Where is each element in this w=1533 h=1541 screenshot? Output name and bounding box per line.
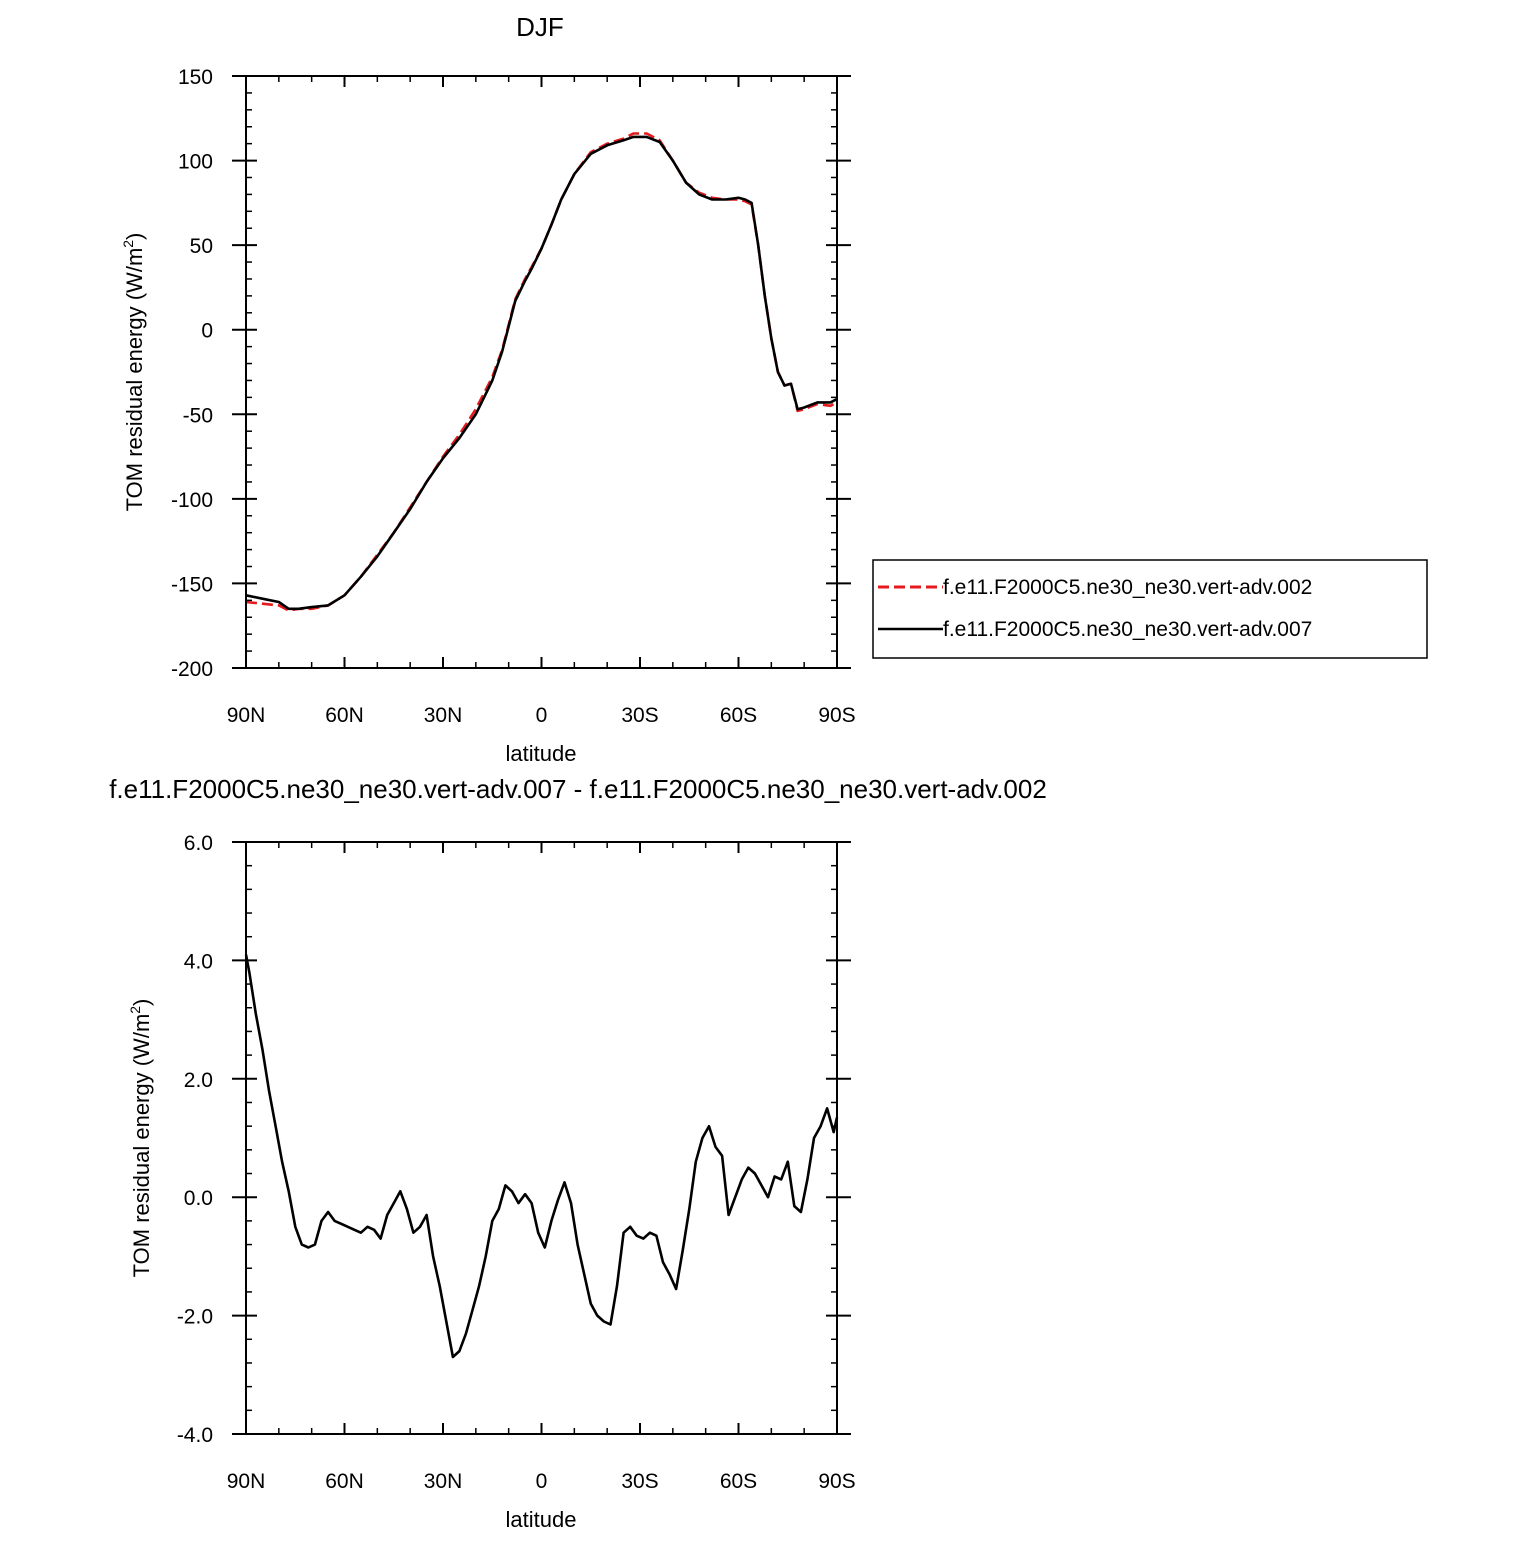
x-tick-label: 90N (227, 1470, 266, 1493)
x-tick-label: 30N (424, 1470, 463, 1493)
x-tick-label: 30S (621, 1470, 658, 1493)
x-tick-label: 60N (325, 1470, 364, 1493)
legend-label-007: f.e11.F2000C5.ne30_ne30.vert-adv.007 (943, 618, 1312, 641)
x-tick-label: 0 (536, 1470, 548, 1493)
top-chart-title: DJF (516, 12, 564, 42)
x-tick-label: 90S (818, 704, 855, 727)
y-tick-label: -150 (171, 573, 213, 596)
x-tick-label: 30S (621, 704, 658, 727)
x-tick-label: 60S (720, 1470, 757, 1493)
y-tick-label: 0 (201, 320, 213, 343)
bottom-y-axis-label: TOM residual energy (W/m2) (127, 999, 154, 1278)
series-line-002 (245, 132, 838, 612)
top-panel: DJF 90N 60N 30N 0 30S 60S 90S 150 100 50 0 -50 -100 -… (120, 12, 856, 766)
bottom-plot-area: 90N 60N 30N 0 30S 60S 90S 6.0 4.0 2.0 0.0 -2.0 -4.0 (177, 832, 856, 1493)
y-tick-label: -4.0 (177, 1424, 213, 1447)
x-tick-label: 90S (818, 1470, 855, 1493)
series-line-difference (244, 954, 839, 1359)
legend-label-002: f.e11.F2000C5.ne30_ne30.vert-adv.002 (943, 576, 1312, 599)
y-tick-label: 150 (178, 66, 213, 89)
legend: f.e11.F2000C5.ne30_ne30.vert-adv.002 f.e… (872, 559, 1428, 659)
x-tick-label: 60S (720, 704, 757, 727)
y-tick-label: 6.0 (184, 832, 213, 855)
top-y-axis-label: TOM residual energy (W/m2) (120, 233, 147, 512)
y-tick-label: 0.0 (184, 1187, 213, 1210)
plot-frame (245, 841, 838, 1435)
y-tick-label: 50 (190, 235, 213, 258)
top-x-axis-label: latitude (506, 741, 577, 766)
x-tick-label: 90N (227, 704, 266, 727)
x-tick-label: 0 (536, 704, 548, 727)
y-tick-label: -50 (183, 404, 213, 427)
y-tick-label: -200 (171, 658, 213, 681)
x-tick-label: 60N (325, 704, 364, 727)
plot-frame (245, 75, 838, 669)
y-tick-label: 4.0 (184, 950, 213, 973)
y-tick-label: -2.0 (177, 1306, 213, 1329)
bottom-panel: f.e11.F2000C5.ne30_ne30.vert-adv.007 - f… (109, 774, 1047, 1532)
y-tick-label: -100 (171, 489, 213, 512)
y-tick-label: 2.0 (184, 1069, 213, 1092)
x-tick-label: 30N (424, 704, 463, 727)
legend-box (872, 559, 1428, 659)
top-plot-area: 90N 60N 30N 0 30S 60S 90S 150 100 50 0 -50 -100 -150 -… (171, 66, 856, 727)
bottom-x-axis-label: latitude (506, 1507, 577, 1532)
y-tick-label: 100 (178, 151, 213, 174)
bottom-chart-title: f.e11.F2000C5.ne30_ne30.vert-adv.007 - f… (109, 774, 1047, 804)
series-line-007 (245, 135, 838, 611)
